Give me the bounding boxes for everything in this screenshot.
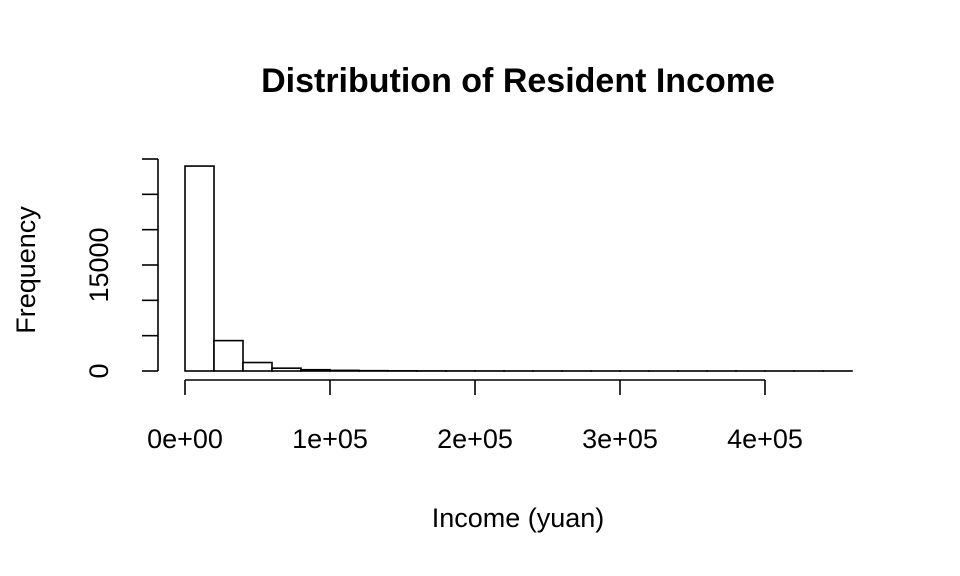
histogram-bar (300, 368, 331, 372)
histogram-bar (184, 165, 215, 372)
x-tick-label: 2e+05 (437, 424, 513, 454)
y-tick-label: 15000 (84, 227, 114, 302)
x-axis-label: Income (yuan) (432, 503, 605, 533)
chart-title: Distribution of Resident Income (261, 62, 775, 100)
histogram-bar (329, 369, 360, 372)
x-tick-label: 0e+00 (147, 424, 223, 454)
histogram-bars (184, 165, 853, 372)
y-axis: 0 15000 (84, 158, 159, 379)
histogram-bar (213, 339, 244, 372)
x-tick-label: 1e+05 (292, 424, 368, 454)
y-tick-label: 0 (84, 363, 114, 378)
x-tick-label: 3e+05 (582, 424, 658, 454)
histogram-bar (271, 367, 302, 372)
x-tick-label: 4e+05 (727, 424, 803, 454)
y-axis-label: Frequency (11, 206, 41, 334)
histogram-bar (242, 361, 273, 372)
x-axis: 0e+00 1e+05 2e+05 3e+05 4e+05 (147, 379, 803, 454)
